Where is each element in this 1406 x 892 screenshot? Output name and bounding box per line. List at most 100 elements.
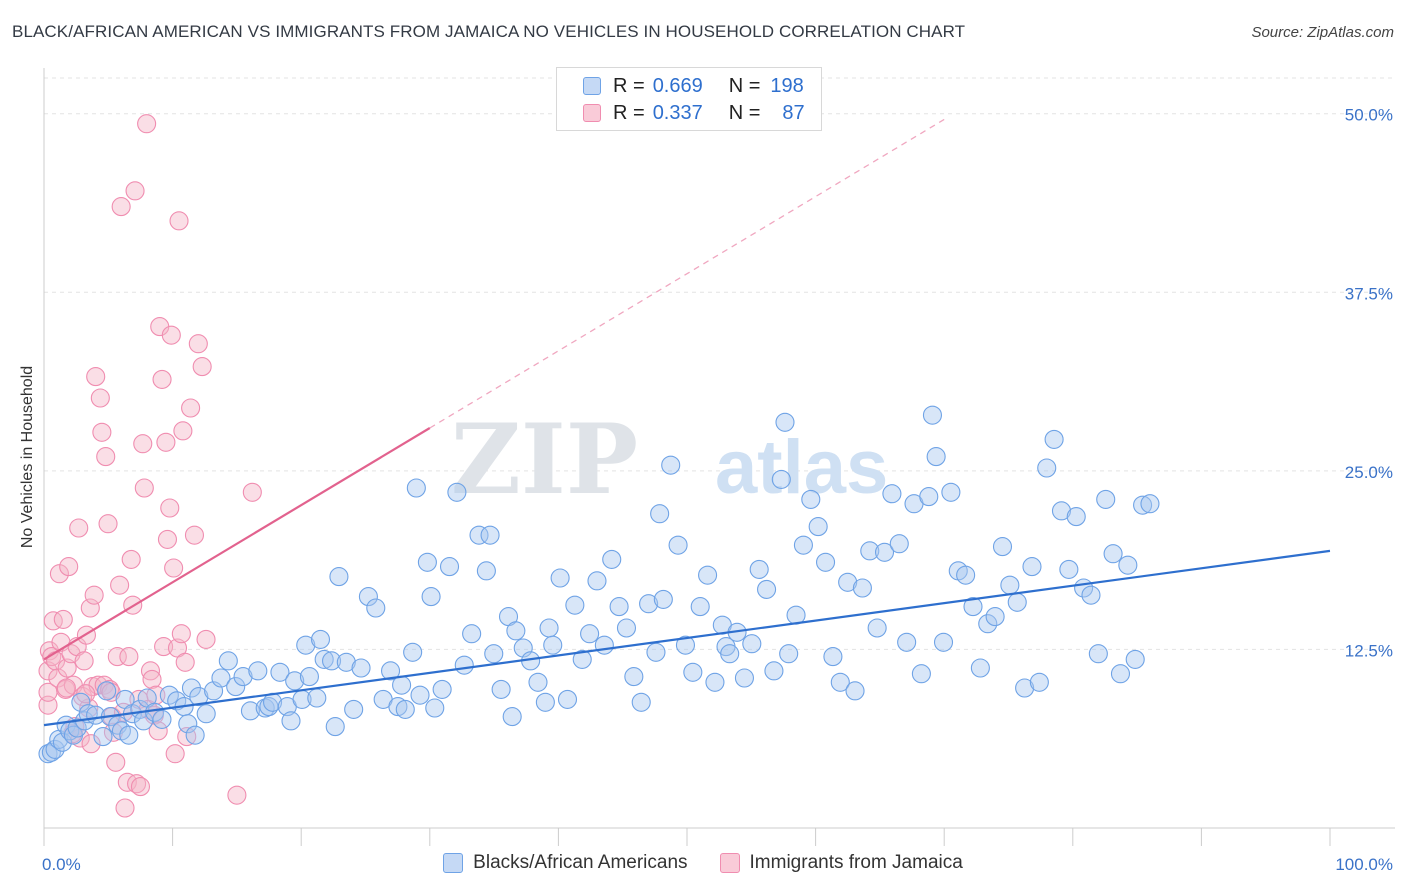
point-blacks: [852, 578, 872, 598]
point-blacks: [480, 525, 500, 545]
point-jamaica: [152, 369, 172, 389]
point-jamaica: [80, 598, 100, 618]
point-blacks: [476, 561, 496, 581]
axes: [43, 68, 1395, 846]
point-blacks: [366, 598, 386, 618]
point-blacks: [985, 607, 1005, 627]
point-jamaica: [192, 357, 212, 377]
point-blacks: [535, 692, 555, 712]
point-jamaica: [169, 211, 189, 231]
point-jamaica: [130, 777, 150, 797]
point-blacks: [321, 651, 342, 671]
point-blacks: [226, 677, 246, 697]
y-axis-label: No Vehicles in Household: [19, 365, 36, 549]
grid-lines: [44, 77, 1395, 650]
legend-r-value: 0.669: [652, 74, 703, 97]
point-jamaica: [121, 549, 141, 569]
point-blacks: [639, 594, 659, 614]
point-blacks: [616, 618, 637, 638]
y-tick-label: 12.5%: [1345, 641, 1393, 660]
point-blacks: [897, 632, 917, 652]
trend-line-jamaica: [43, 427, 431, 661]
point-blacks: [720, 644, 740, 664]
point-blacks: [775, 412, 795, 432]
point-blacks: [392, 675, 412, 695]
point-blacks: [491, 679, 511, 699]
point-blacks: [325, 717, 345, 737]
point-blacks: [734, 668, 754, 688]
point-blacks: [926, 447, 946, 467]
point-blacks: [661, 455, 681, 475]
point-blacks: [742, 634, 762, 654]
point-jamaica: [164, 558, 184, 578]
point-jamaica: [196, 629, 216, 649]
point-blacks: [882, 484, 902, 504]
legend-row-jamaica: R = 0.337 N = 87: [583, 102, 805, 124]
trend-extension-jamaica: [429, 118, 945, 429]
watermark: ZIP atlas: [451, 403, 888, 516]
point-blacks: [779, 644, 799, 664]
point-blacks: [650, 504, 670, 524]
point-blacks: [580, 624, 600, 644]
point-jamaica: [134, 478, 154, 498]
point-jamaica: [188, 334, 208, 354]
point-blacks: [683, 662, 703, 682]
point-jamaica: [184, 525, 205, 545]
point-blacks: [1000, 575, 1020, 595]
point-blacks: [970, 658, 990, 678]
point-blacks: [502, 707, 522, 727]
point-jamaica: [119, 647, 139, 667]
point-blacks: [830, 672, 850, 692]
point-jamaica: [98, 514, 118, 534]
legend-r-value: 0.337: [652, 101, 703, 124]
point-blacks: [406, 478, 426, 498]
point-blacks: [425, 698, 445, 718]
point-blacks: [270, 662, 290, 682]
tick-labels: 12.5% 25.0% 37.5% 50.0% 0.0% 100.0%: [42, 106, 1393, 874]
point-blacks: [299, 667, 319, 687]
point-jamaica: [175, 652, 195, 672]
legend-n-value: 198: [770, 74, 804, 97]
point-blacks: [911, 664, 931, 684]
point-blacks: [764, 661, 784, 681]
point-blacks: [631, 692, 651, 712]
point-blacks: [218, 651, 238, 671]
point-blacks: [771, 469, 791, 489]
point-blacks: [793, 535, 813, 555]
point-jamaica: [156, 432, 176, 452]
point-jamaica: [125, 181, 145, 201]
point-blacks: [675, 635, 696, 655]
point-blacks: [233, 667, 253, 687]
point-blacks: [410, 685, 430, 705]
point-blacks: [178, 714, 198, 734]
point-blacks: [1140, 494, 1160, 514]
point-blacks: [1037, 458, 1057, 478]
point-jamaica: [142, 669, 162, 689]
point-blacks: [867, 618, 887, 638]
point-blacks: [93, 727, 113, 747]
legend-r-label: R =: [613, 101, 645, 124]
point-blacks: [941, 482, 961, 502]
point-blacks: [462, 624, 482, 644]
point-jamaica: [111, 197, 131, 217]
point-blacks: [439, 557, 460, 577]
point-blacks: [296, 635, 316, 655]
point-blacks: [978, 614, 998, 634]
point-blacks: [690, 597, 710, 617]
point-blacks: [838, 572, 858, 592]
point-blacks: [45, 739, 65, 759]
point-blacks: [1081, 585, 1101, 605]
series-legend: Blacks/African Americans Immigrants from…: [0, 852, 1406, 874]
point-blacks: [919, 487, 939, 507]
point-jamaica: [165, 744, 185, 764]
point-blacks: [572, 649, 592, 669]
point-blacks: [358, 587, 378, 607]
point-jamaica: [173, 421, 193, 441]
point-blacks: [808, 517, 828, 537]
chart-source: Source: ZipAtlas.com: [1251, 24, 1394, 41]
point-blacks: [403, 642, 423, 662]
point-blacks: [557, 689, 578, 709]
point-blacks: [344, 699, 364, 719]
point-blacks: [1044, 429, 1064, 449]
